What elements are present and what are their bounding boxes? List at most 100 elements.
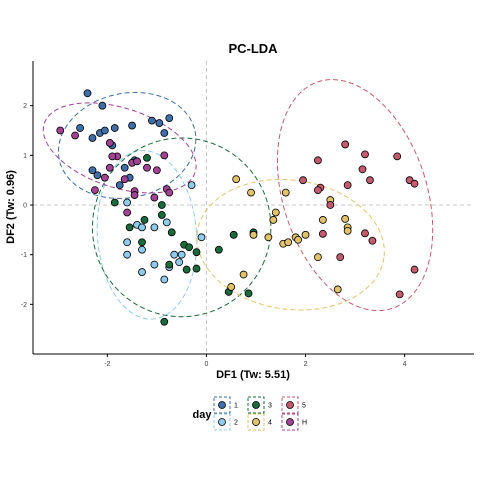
- y-tick-label: 2: [23, 103, 27, 110]
- point-day-4: [249, 230, 258, 239]
- point-day-5: [341, 140, 350, 149]
- point-day-3: [157, 211, 166, 219]
- legend: day 1 2 3 4 5 H: [193, 396, 307, 431]
- legend-label-1: 1: [234, 403, 238, 410]
- point-day-H: [71, 131, 80, 140]
- legend-label-H: H: [302, 420, 307, 427]
- legend-label-4: 4: [268, 420, 272, 427]
- y-tick-label: 0: [23, 203, 27, 210]
- point-day-1: [148, 116, 156, 125]
- point-day-5: [393, 152, 402, 161]
- point-day-4: [318, 216, 327, 224]
- point-day-2: [123, 198, 132, 207]
- point-day-H: [133, 157, 141, 166]
- point-day-1: [88, 134, 97, 142]
- point-day-5: [326, 201, 335, 209]
- point-day-H: [105, 139, 114, 147]
- point-day-2: [150, 260, 159, 269]
- point-day-3: [165, 260, 174, 269]
- y-tick-label: -1: [21, 252, 27, 259]
- point-day-H: [91, 186, 99, 195]
- point-day-1: [76, 124, 84, 132]
- point-day-3: [244, 289, 253, 298]
- point-day-4: [271, 208, 280, 217]
- y-tick-label: -2: [21, 302, 27, 309]
- point-day-1: [155, 119, 164, 127]
- point-day-1: [160, 129, 169, 137]
- plot-area: -2 0 2 4 -2 -1 0 1 2: [21, 61, 474, 368]
- point-day-4: [239, 270, 248, 279]
- legend-marker-2: [218, 418, 226, 426]
- point-day-3: [192, 248, 201, 257]
- point-day-3: [192, 264, 201, 273]
- point-day-H: [130, 191, 139, 199]
- point-day-3: [214, 245, 223, 254]
- ellipse-day-3: [91, 137, 272, 318]
- legend-marker-H: [286, 418, 294, 426]
- point-day-2: [138, 223, 146, 232]
- point-day-4: [343, 226, 352, 235]
- point-day-H: [56, 126, 65, 135]
- point-day-1: [165, 114, 174, 123]
- point-day-H: [108, 152, 117, 161]
- point-day-3: [182, 265, 191, 274]
- point-day-3: [157, 201, 166, 209]
- point-day-1: [100, 126, 109, 135]
- point-day-4: [294, 235, 302, 244]
- point-day-3: [110, 198, 119, 207]
- point-day-1: [93, 171, 102, 180]
- point-day-2: [123, 238, 132, 247]
- point-day-4: [341, 215, 350, 223]
- point-day-2: [187, 181, 196, 190]
- point-day-5: [343, 181, 352, 190]
- legend-marker-5: [286, 401, 294, 409]
- x-tick-label: -2: [104, 361, 110, 368]
- point-day-2: [138, 268, 146, 276]
- ellipse-day-2: [96, 150, 198, 320]
- point-day-2: [138, 245, 146, 254]
- point-day-3: [140, 216, 149, 224]
- point-day-5: [299, 176, 307, 185]
- x-tick-label: 4: [403, 361, 407, 368]
- point-day-5: [314, 186, 322, 195]
- point-day-2: [123, 250, 132, 259]
- point-day-3: [160, 317, 169, 326]
- point-day-3: [125, 223, 134, 232]
- y-axis-label: DF2 (Tw: 0.96): [5, 170, 17, 244]
- point-day-2: [197, 233, 206, 242]
- point-day-H: [160, 151, 169, 160]
- ellipse-day-5: [276, 79, 434, 312]
- point-day-2: [177, 250, 186, 259]
- chart-title: PC-LDA: [228, 41, 278, 56]
- point-day-H: [105, 163, 114, 172]
- point-day-1: [110, 124, 119, 132]
- x-tick-label: 0: [204, 361, 208, 368]
- point-day-4: [301, 230, 310, 239]
- y-tick-label: 1: [23, 153, 27, 160]
- point-day-3: [229, 230, 238, 239]
- point-day-4: [264, 233, 273, 242]
- point-day-4: [232, 175, 241, 184]
- point-day-1: [88, 166, 97, 175]
- legend-marker-1: [218, 401, 226, 409]
- legend-label-3: 3: [268, 403, 272, 410]
- point-day-1: [83, 89, 92, 98]
- point-day-5: [314, 156, 322, 165]
- point-day-4: [281, 188, 290, 197]
- point-day-5: [410, 265, 419, 274]
- point-day-1: [98, 101, 107, 110]
- point-day-5: [410, 179, 419, 188]
- x-tick-label: 2: [304, 361, 308, 368]
- point-day-3: [167, 228, 176, 237]
- ellipse-day-1: [57, 91, 197, 199]
- point-day-H: [152, 166, 161, 175]
- point-day-5: [361, 229, 369, 238]
- legend-marker-4: [252, 418, 260, 426]
- point-day-2: [160, 275, 169, 284]
- point-day-5: [366, 176, 374, 185]
- point-day-2: [150, 223, 159, 232]
- point-day-H: [165, 188, 174, 197]
- point-day-5: [318, 229, 327, 238]
- point-day-5: [336, 253, 345, 262]
- point-day-1: [115, 181, 124, 190]
